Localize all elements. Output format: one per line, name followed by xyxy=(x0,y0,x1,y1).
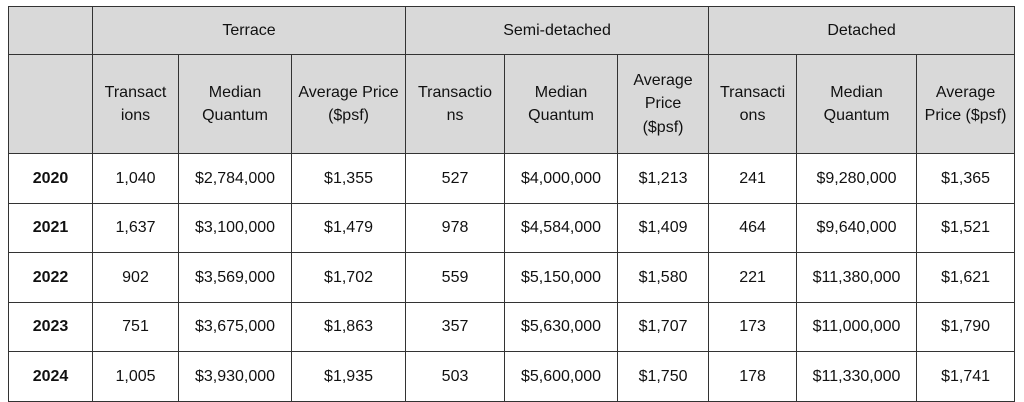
column-header: Median Quantum xyxy=(178,54,292,154)
table-row: 2021 1,637 $3,100,000 $1,479 978 $4,584,000 $1… xyxy=(8,202,1016,253)
value-cell: $1,365 xyxy=(916,153,1016,204)
value-cell: $2,784,000 xyxy=(178,153,292,204)
value-cell: $3,569,000 xyxy=(178,252,292,303)
column-header: Average Price ($psf) xyxy=(290,54,407,154)
table-row: 2023 751 $3,675,000 $1,863 357 $5,630,000 $1,7… xyxy=(8,301,1016,352)
table-row: 2020 1,040 $2,784,000 $1,355 527 $4,000,000 $1… xyxy=(8,153,1016,204)
value-cell: $1,935 xyxy=(290,351,407,402)
column-header: Median Quantum xyxy=(796,54,918,154)
value-cell: 559 xyxy=(405,252,506,303)
value-cell: $9,280,000 xyxy=(796,153,918,204)
value-cell: $1,409 xyxy=(617,202,710,253)
group-header: Terrace xyxy=(91,6,407,55)
value-cell: 178 xyxy=(708,351,798,402)
value-cell: $1,213 xyxy=(617,153,710,204)
year-cell: 2021 xyxy=(8,202,93,253)
value-cell: $1,355 xyxy=(290,153,407,204)
value-cell: $1,580 xyxy=(617,252,710,303)
value-cell: 173 xyxy=(708,301,798,352)
value-cell: 902 xyxy=(92,252,179,303)
corner-cell xyxy=(8,54,93,154)
group-header: Detached xyxy=(708,6,1016,55)
column-header: Transactions xyxy=(405,54,506,154)
value-cell: $1,479 xyxy=(290,202,407,253)
value-cell: $5,600,000 xyxy=(504,351,619,402)
value-cell: 503 xyxy=(405,351,506,402)
sub-header-row: Transactions Median Quantum Average Price … xyxy=(8,54,1016,154)
value-cell: $3,930,000 xyxy=(178,351,292,402)
column-header: Transactions xyxy=(708,54,798,154)
value-cell: $5,630,000 xyxy=(504,301,619,352)
value-cell: $3,675,000 xyxy=(178,301,292,352)
column-header: Average Price ($psf) xyxy=(916,54,1016,154)
value-cell: 751 xyxy=(92,301,179,352)
value-cell: $5,150,000 xyxy=(504,252,619,303)
value-cell: 527 xyxy=(405,153,506,204)
value-cell: $11,000,000 xyxy=(796,301,918,352)
value-cell: $11,330,000 xyxy=(796,351,918,402)
year-cell: 2022 xyxy=(8,252,93,303)
value-cell: $4,000,000 xyxy=(504,153,619,204)
value-cell: $1,621 xyxy=(916,252,1016,303)
year-cell: 2023 xyxy=(8,301,93,352)
value-cell: 978 xyxy=(405,202,506,253)
value-cell: 221 xyxy=(708,252,798,303)
value-cell: $1,863 xyxy=(290,301,407,352)
value-cell: $1,750 xyxy=(617,351,710,402)
year-cell: 2020 xyxy=(8,153,93,204)
column-header: Average Price ($psf) xyxy=(617,54,710,154)
value-cell: 357 xyxy=(405,301,506,352)
value-cell: $1,741 xyxy=(916,351,1016,402)
value-cell: 1,637 xyxy=(92,202,179,253)
column-header: Transactions xyxy=(92,54,179,154)
table-body: 2020 1,040 $2,784,000 $1,355 527 $4,000,000 $1… xyxy=(8,153,1016,402)
year-cell: 2024 xyxy=(8,351,93,402)
corner-cell xyxy=(8,6,93,55)
value-cell: $9,640,000 xyxy=(796,202,918,253)
value-cell: 1,040 xyxy=(92,153,179,204)
data-table: Terrace Semi-detached Detached Transaction… xyxy=(8,6,1016,402)
value-cell: 241 xyxy=(708,153,798,204)
group-header: Semi-detached xyxy=(405,6,710,55)
group-header-row: Terrace Semi-detached Detached xyxy=(8,6,1016,55)
table-row: 2024 1,005 $3,930,000 $1,935 503 $5,600,000 $1… xyxy=(8,351,1016,402)
table-row: 2022 902 $3,569,000 $1,702 559 $5,150,000 $1,5… xyxy=(8,252,1016,303)
value-cell: 1,005 xyxy=(92,351,179,402)
value-cell: $4,584,000 xyxy=(504,202,619,253)
value-cell: $1,702 xyxy=(290,252,407,303)
value-cell: $1,521 xyxy=(916,202,1016,253)
value-cell: $3,100,000 xyxy=(178,202,292,253)
value-cell: 464 xyxy=(708,202,798,253)
value-cell: $1,707 xyxy=(617,301,710,352)
value-cell: $11,380,000 xyxy=(796,252,918,303)
value-cell: $1,790 xyxy=(916,301,1016,352)
column-header: Median Quantum xyxy=(504,54,619,154)
